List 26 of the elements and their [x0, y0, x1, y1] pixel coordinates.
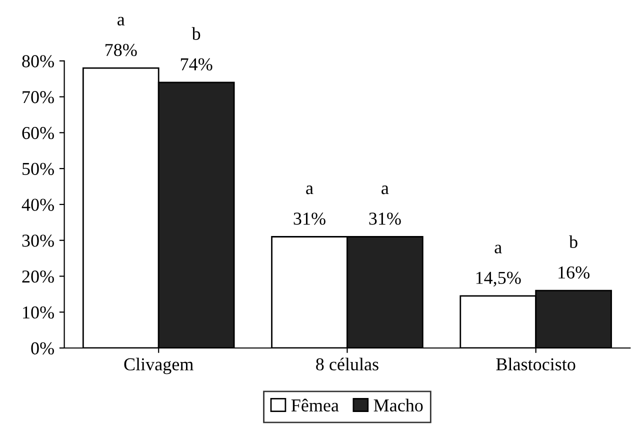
annotation: a: [382, 186, 389, 194]
y-tick-label: 0%: [31, 342, 54, 354]
y-tick-label: 40%: [22, 198, 54, 211]
annotation: b: [569, 235, 578, 248]
y-tick-label: 70%: [22, 91, 54, 104]
y-tick-label: 20%: [22, 270, 54, 283]
text: b: [192, 27, 200, 40]
data-label: 14,5%: [476, 272, 521, 287]
y-tick-label: 10%: [23, 306, 54, 319]
data-label: 78%: [106, 44, 137, 56]
data-label: 31%: [294, 212, 326, 225]
x-tick-label: 8 células: [316, 358, 378, 370]
y-tick-label: 50%: [22, 162, 54, 176]
text: a: [118, 16, 125, 26]
legend-label: Fêmea: [291, 398, 339, 412]
x-tick-label: Clivagem: [124, 358, 194, 374]
annotation: a: [306, 186, 314, 194]
data-label: 31%: [369, 212, 401, 225]
x-tick-label: Blastocisto: [496, 358, 576, 370]
legend-label: Macho: [374, 398, 423, 412]
data-label: 16%: [558, 266, 590, 279]
y-tick-label: 30%: [22, 234, 54, 247]
annotation: a: [494, 244, 502, 254]
data-label: 74%: [180, 58, 212, 70]
y-tick-label: 80%: [22, 55, 54, 68]
y-tick-label: 60%: [22, 126, 54, 140]
